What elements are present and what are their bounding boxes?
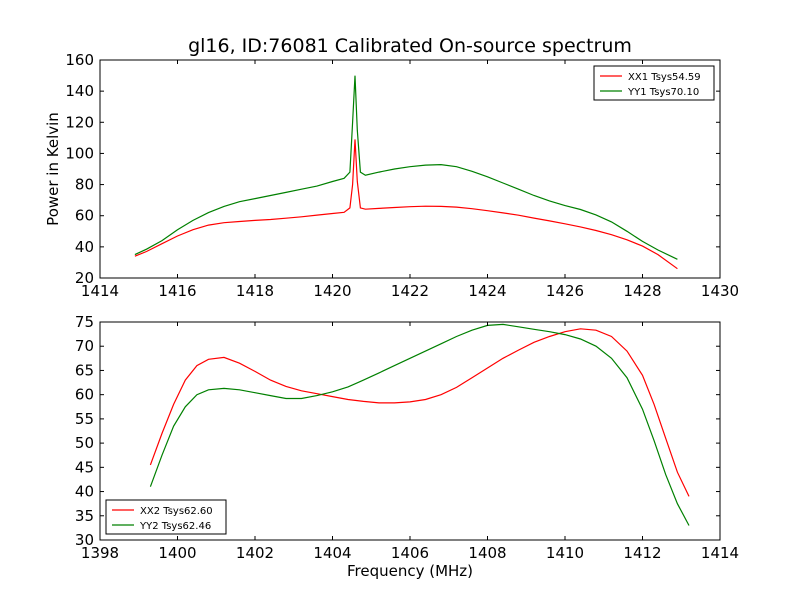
x-tick-label: 1430 <box>701 282 739 300</box>
y-tick-label: 65 <box>75 361 94 379</box>
series-line-yy2 <box>149 323 690 526</box>
x-tick-label: 1422 <box>391 282 429 300</box>
x-tick-label: 1426 <box>546 282 584 300</box>
legend-box <box>593 65 715 101</box>
legend-entry: XX2 Tsys62.60 <box>140 506 213 517</box>
y-tick-label: 45 <box>75 458 94 476</box>
y-tick-label: 40 <box>75 238 94 256</box>
series-line-xx1 <box>134 139 678 270</box>
y-tick-label: 100 <box>65 144 94 162</box>
y-tick-label: 35 <box>75 507 94 525</box>
series-line-xx2 <box>149 328 690 497</box>
y-tick-label: 60 <box>75 207 94 225</box>
x-tick-label: 1416 <box>158 282 196 300</box>
x-tick-label: 1418 <box>236 282 274 300</box>
bottom-spectrum-plot: 1398 1400 1402 1404 1406 1408 1410 1412 1414 30 35… <box>75 313 739 580</box>
y-tick-label: 60 <box>75 386 94 404</box>
y-tick-label: 160 <box>65 51 94 69</box>
y-tick-label: 120 <box>65 113 94 131</box>
x-tick-label: 1398 <box>81 544 119 562</box>
legend-entry: YY2 Tsys62.46 <box>139 521 211 532</box>
legend-entry: XX1 Tsys54.59 <box>628 72 701 83</box>
y-tick-label: 80 <box>75 176 94 194</box>
x-tick-label: 1410 <box>546 544 584 562</box>
y-tick-label: 20 <box>75 269 94 287</box>
legend: XX2 Tsys62.60 YY2 Tsys62.46 <box>105 499 227 535</box>
series-line-yy1 <box>134 75 678 260</box>
chart-title: gl16, ID:76081 Calibrated On-source spec… <box>188 35 632 57</box>
x-tick-label: 1408 <box>468 544 506 562</box>
x-tick-label: 1420 <box>313 282 351 300</box>
y-tick-label: 30 <box>75 531 94 549</box>
y-tick-label: 50 <box>75 434 94 452</box>
y-axis-label: Power in Kelvin <box>44 112 62 226</box>
legend: XX1 Tsys54.59 YY1 Tsys70.10 <box>593 65 715 101</box>
x-tick-label: 1406 <box>391 544 429 562</box>
y-tick-label: 40 <box>75 483 94 501</box>
x-tick-label: 1404 <box>313 544 351 562</box>
top-spectrum-plot: 1414 1416 1418 1420 1422 1424 1426 1428 1430 20 40… <box>44 35 739 300</box>
x-axis-label: Frequency (MHz) <box>347 562 473 580</box>
x-tick-label: 1402 <box>236 544 274 562</box>
x-tick-label: 1428 <box>623 282 661 300</box>
x-tick-label: 1414 <box>81 282 119 300</box>
legend-entry: YY1 Tsys70.10 <box>627 87 699 98</box>
x-tick-label: 1414 <box>701 544 739 562</box>
y-tick-label: 75 <box>75 313 94 331</box>
y-tick-label: 140 <box>65 82 94 100</box>
legend-box <box>105 499 227 535</box>
y-tick-label: 55 <box>75 410 94 428</box>
x-tick-label: 1400 <box>158 544 196 562</box>
x-tick-label: 1424 <box>468 282 506 300</box>
y-tick-label: 70 <box>75 337 94 355</box>
x-tick-label: 1412 <box>623 544 661 562</box>
